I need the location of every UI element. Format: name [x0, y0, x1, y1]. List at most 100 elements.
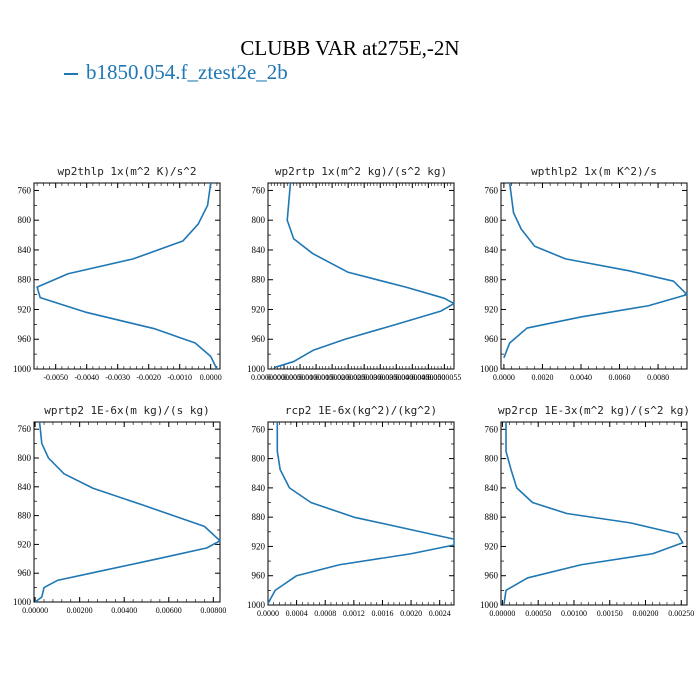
x-tick-label: -0.0030	[105, 373, 130, 382]
y-tick-label: 880	[18, 511, 32, 521]
x-tick-label: 0.00400	[111, 606, 137, 615]
y-tick-label: 800	[485, 454, 499, 464]
legend-label: b1850.054.f_ztest2e_2b	[86, 60, 288, 84]
x-tick-label: 0.0000040	[379, 373, 413, 382]
x-tick-label: 0.0060	[609, 373, 631, 382]
y-tick-label: 960	[18, 334, 32, 344]
panel-title: rcp2 1E-6x(kg^2)/(kg^2)	[285, 404, 437, 417]
x-tick-label: 0.00150	[597, 609, 623, 618]
x-tick-label: 0.0080	[647, 373, 669, 382]
y-tick-label: 800	[485, 215, 499, 225]
x-tick-label: 0.00000	[489, 609, 515, 618]
y-tick-label: 880	[485, 275, 499, 285]
y-tick-label: 920	[252, 304, 266, 314]
y-tick-label: 760	[18, 424, 32, 434]
y-tick-label: 1000	[13, 597, 32, 607]
y-tick-label: 960	[252, 334, 266, 344]
panel-title: wp2thlp 1x(m^2 K)/s^2	[57, 165, 196, 178]
y-tick-label: 960	[252, 571, 266, 581]
x-tick-label: 0.0000000	[251, 373, 285, 382]
series-line	[34, 421, 221, 603]
x-tick-label: 0.0000050	[411, 373, 445, 382]
y-tick-label: 840	[485, 483, 499, 493]
y-tick-label: 760	[18, 185, 32, 195]
y-tick-label: 920	[18, 539, 32, 549]
y-tick-label: 760	[485, 424, 499, 434]
x-tick-label: 0.00250	[668, 609, 694, 618]
y-tick-label: 960	[485, 334, 499, 344]
y-tick-label: 960	[485, 571, 499, 581]
y-tick-label: 760	[252, 424, 266, 434]
x-tick-label: 0.0020	[531, 373, 553, 382]
series-line	[503, 182, 688, 359]
y-tick-label: 920	[252, 541, 266, 551]
x-tick-label: 0.0000045	[395, 373, 429, 382]
y-tick-label: 800	[18, 215, 32, 225]
panel-frame	[500, 421, 688, 606]
x-tick-label: 0.00600	[156, 606, 182, 615]
panel-frame	[500, 182, 688, 370]
chart-title: CLUBB VAR at275E,-2N	[240, 36, 460, 60]
x-tick-label: -0.0020	[136, 373, 161, 382]
y-tick-label: 1000	[480, 364, 499, 374]
panel-frame	[267, 421, 455, 606]
x-tick-label: 0.0000025	[331, 373, 365, 382]
x-tick-label: 0.0000020	[315, 373, 349, 382]
x-tick-label: 0.00000	[22, 606, 48, 615]
panel-title: wp2rcp 1E-3x(m^2 kg)/(s^2 kg)	[498, 404, 690, 417]
x-tick-label: 0.00200	[67, 606, 93, 615]
y-tick-label: 880	[18, 275, 32, 285]
y-tick-label: 840	[18, 245, 32, 255]
panel-title: wprtp2 1E-6x(m kg)/(s kg)	[44, 404, 210, 417]
x-tick-label: 0.0000010	[283, 373, 317, 382]
y-tick-label: 1000	[480, 600, 499, 610]
y-tick-label: 920	[485, 304, 499, 314]
x-tick-label: 0.00100	[561, 609, 587, 618]
x-tick-label: 0.0000055	[427, 373, 461, 382]
x-tick-label: -0.0050	[43, 373, 68, 382]
x-tick-label: -0.0040	[74, 373, 99, 382]
y-tick-label: 800	[252, 454, 266, 464]
y-tick-label: 840	[18, 482, 32, 492]
y-tick-label: 1000	[247, 364, 266, 374]
x-tick-label: 0.0000015	[299, 373, 333, 382]
y-tick-label: 880	[252, 275, 266, 285]
y-tick-label: 920	[485, 541, 499, 551]
x-tick-label: -0.0010	[167, 373, 192, 382]
legend-entry: b1850.054.f_ztest2e_2b	[64, 60, 288, 85]
y-tick-label: 960	[18, 568, 32, 578]
series-line	[503, 422, 684, 606]
y-tick-label: 840	[252, 483, 266, 493]
panel-frame	[33, 421, 221, 603]
y-tick-label: 1000	[247, 600, 266, 610]
y-tick-label: 840	[252, 245, 266, 255]
x-tick-label: 0.0024	[429, 609, 451, 618]
x-tick-label: 0.0012	[343, 609, 365, 618]
y-tick-label: 880	[485, 512, 499, 522]
x-tick-label: 0.0000	[200, 373, 222, 382]
y-tick-label: 800	[18, 453, 32, 463]
y-tick-label: 840	[485, 245, 499, 255]
x-tick-label: 0.00050	[525, 609, 551, 618]
x-tick-label: 0.0000030	[347, 373, 381, 382]
panel-title: wp2rtp 1x(m^2 kg)/(s^2 kg)	[275, 165, 447, 178]
x-tick-label: 0.0000005	[267, 373, 301, 382]
series-line	[267, 422, 455, 604]
x-tick-label: 0.0000	[257, 609, 279, 618]
x-tick-label: 0.0040	[570, 373, 592, 382]
x-tick-label: 0.00200	[633, 609, 659, 618]
y-tick-label: 800	[252, 215, 266, 225]
series-line	[274, 182, 455, 369]
panel-title: wpthlp2 1x(m K^2)/s	[531, 165, 657, 178]
y-tick-label: 760	[252, 185, 266, 195]
y-tick-label: 920	[18, 304, 32, 314]
x-tick-label: 0.0000	[493, 373, 515, 382]
x-tick-label: 0.0000035	[363, 373, 397, 382]
x-tick-label: 0.0016	[371, 609, 393, 618]
series-line	[36, 182, 218, 370]
y-tick-label: 1000	[13, 364, 32, 374]
y-tick-label: 880	[252, 512, 266, 522]
panel-frame	[33, 182, 221, 370]
x-tick-label: 0.0008	[314, 609, 336, 618]
